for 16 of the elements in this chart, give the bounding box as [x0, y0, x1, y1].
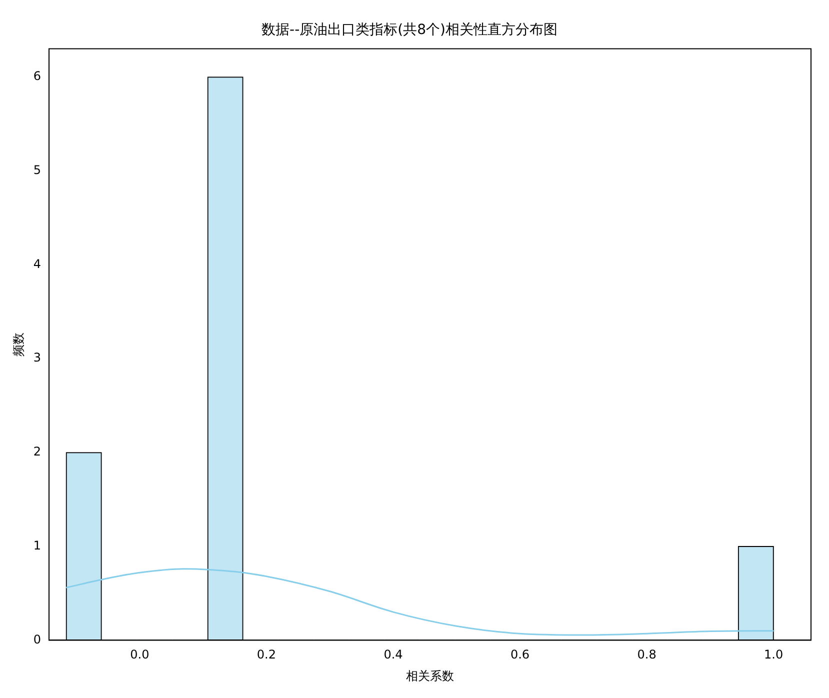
y-tick-label: 3	[33, 350, 42, 365]
x-tick-label: 0.2	[256, 648, 276, 662]
x-tick-label: 0.6	[510, 648, 530, 662]
y-tick-label: 6	[33, 69, 42, 84]
chart-title: 数据--原油出口类指标(共8个)相关性直方分布图	[262, 22, 558, 38]
y-tick-label: 0	[33, 632, 42, 646]
x-axis-title: 相关系数	[406, 668, 454, 683]
x-tick-label: 1.0	[764, 648, 784, 662]
y-tick-label: 4	[33, 256, 42, 271]
y-tick-label: 2	[33, 444, 42, 459]
x-tick-label: 0.8	[637, 648, 656, 662]
x-tick-label: 0.4	[384, 648, 403, 662]
y-tick-label: 5	[33, 162, 42, 177]
x-tick-label: 0.0	[130, 648, 150, 662]
y-tick-label: 1	[33, 538, 42, 552]
y-axis-title: 频数	[11, 332, 26, 356]
